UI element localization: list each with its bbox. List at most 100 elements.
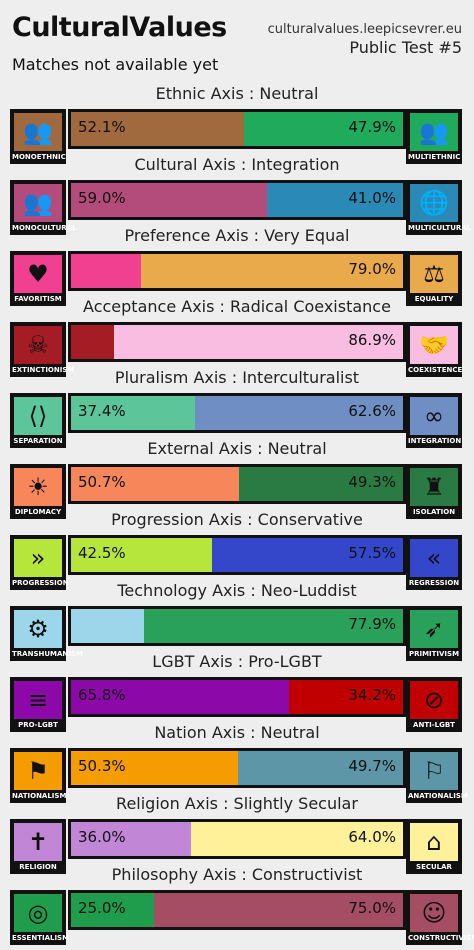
left-pole-label: PROGRESSION xyxy=(12,579,69,587)
left-percent: 65.8% xyxy=(78,686,126,704)
right-pole-label: INTEGRATION xyxy=(408,437,462,445)
right-pole-badge: « REGRESSION xyxy=(406,535,462,590)
bar-left-segment xyxy=(71,609,144,643)
axis-title: Acceptance Axis : Radical Coexistance xyxy=(83,297,391,316)
axis-row: Pluralism Axis : Interculturalist 37.4% 62… xyxy=(0,368,474,448)
right-pole-badge: ☺ CONSTRUCTIVISM xyxy=(406,890,474,945)
axis-title: Pluralism Axis : Interculturalist xyxy=(114,368,360,387)
right-pole-label: EQUALITY xyxy=(414,295,454,303)
right-pole-badge: ∞ INTEGRATION xyxy=(406,393,462,448)
axis-title: LGBT Axis : Pro-LGBT xyxy=(152,652,322,671)
robot-arm-icon: ⚙ xyxy=(27,615,49,643)
globe-crowd-icon: 🌐 xyxy=(419,189,449,217)
right-pole-badge: ➶ PRIMITIVISM xyxy=(406,606,462,661)
axis-bar: 25.0% 75.0% xyxy=(68,890,406,930)
bar-left-segment xyxy=(71,751,238,785)
page-subtitle: Matches not available yet xyxy=(12,55,219,74)
bar-left-segment xyxy=(71,467,239,501)
axis-title: Cultural Axis : Integration xyxy=(134,155,340,174)
bar-right-segment xyxy=(191,822,403,856)
axis-row: Philosophy Axis : Constructivist 25.0% 75.… xyxy=(0,865,474,945)
left-pole-label: TRANSHUMANISM xyxy=(12,650,83,658)
right-pole-label: MULTIETHNIC xyxy=(408,153,461,161)
left-pole-label: MONOCULTURAL xyxy=(12,224,77,232)
bar-left-segment xyxy=(71,254,141,288)
left-pole-label: SEPARATION xyxy=(13,437,63,445)
left-percent: 59.0% xyxy=(78,189,126,207)
wave-flag-icon: ⚐ xyxy=(423,757,445,785)
axis-bar: 50.3% 49.7% xyxy=(68,748,406,788)
left-pole-badge: 👥 MONOETHNIC xyxy=(10,109,66,164)
government-building-icon: ⌂ xyxy=(426,828,442,856)
globe-icon: ◎ xyxy=(27,899,49,927)
equal-people-icon: ⚖ xyxy=(423,260,445,288)
left-pole-label: RELIGION xyxy=(19,863,57,871)
right-pole-label: REGRESSION xyxy=(408,579,460,587)
right-pole-badge: ⊘ ANTI-LGBT xyxy=(406,677,462,732)
left-pole-label: NATIONALISM xyxy=(12,792,67,800)
left-pole-badge: ♥ FAVORITISM xyxy=(10,251,66,306)
axis-bar: 59.0% 41.0% xyxy=(68,180,406,220)
axis-row: Acceptance Axis : Radical Coexistance 86.… xyxy=(0,297,474,377)
axis-row: External Axis : Neutral 50.7% 49.3% ☀ DIPLOM… xyxy=(0,439,474,519)
bar-left-segment xyxy=(71,396,195,430)
right-pole-label: ANTI-LGBT xyxy=(413,721,455,729)
axis-row: Technology Axis : Neo-Luddist 77.9% ⚙ TRANS… xyxy=(0,581,474,661)
left-pole-badge: ☀ DIPLOMACY xyxy=(10,464,66,519)
right-pole-badge: ⚖ EQUALITY xyxy=(406,251,462,306)
bar-left-segment xyxy=(71,325,114,359)
axis-title: Technology Axis : Neo-Luddist xyxy=(117,581,357,600)
left-pole-badge: ☠ EXTINCTIONISM xyxy=(10,322,74,377)
bar-right-segment xyxy=(239,467,403,501)
left-pole-badge: ≡ PRO-LGBT xyxy=(10,677,66,732)
left-pole-badge: » PROGRESSION xyxy=(10,535,69,590)
axis-row: Religion Axis : Slightly Secular 36.0% 64.… xyxy=(0,794,474,874)
right-pole-label: ANATIONALISM xyxy=(408,792,468,800)
bar-left-segment xyxy=(71,183,267,217)
right-pole-badge: ⚐ ANATIONALISM xyxy=(406,748,468,803)
left-pole-badge: ⟨⟩ SEPARATION xyxy=(10,393,66,448)
bar-left-segment xyxy=(71,680,289,714)
axis-title: Nation Axis : Neutral xyxy=(154,723,320,742)
axis-row: Nation Axis : Neutral 50.3% 49.7% ⚑ NATIONAL… xyxy=(0,723,474,803)
right-pole-badge: 🌐 MULTICULTURAL xyxy=(406,180,471,235)
separated-people-icon: ⟨⟩ xyxy=(28,402,48,430)
spear-icon: ➶ xyxy=(423,615,445,643)
group-icon: 👥 xyxy=(23,118,53,146)
axis-bar: 79.0% xyxy=(68,251,406,291)
right-percent: 86.9% xyxy=(348,331,396,349)
axis-title: Religion Axis : Slightly Secular xyxy=(116,794,358,813)
right-percent: 64.0% xyxy=(348,828,396,846)
axis-bar: 65.8% 34.2% xyxy=(68,677,406,717)
test-label: Public Test #5 xyxy=(349,38,462,57)
axis-bar: 50.7% 49.3% xyxy=(68,464,406,504)
right-pole-badge: 🤝 COEXISTENCE xyxy=(406,322,462,377)
diverse-group-icon: 👥 xyxy=(419,118,449,146)
right-percent: 79.0% xyxy=(348,260,396,278)
axis-bar: 36.0% 64.0% xyxy=(68,819,406,859)
left-pole-label: ESSENTIALISM xyxy=(12,934,70,942)
castle-icon: ♜ xyxy=(423,473,445,501)
right-pole-label: PRIMITIVISM xyxy=(408,650,460,658)
bar-right-segment xyxy=(114,325,403,359)
axis-row: LGBT Axis : Pro-LGBT 65.8% 34.2% ≡ PRO-LGBT ⊘… xyxy=(0,652,474,732)
right-percent: 75.0% xyxy=(348,899,396,917)
axis-row: Preference Axis : Very Equal 79.0% ♥ FAVORI… xyxy=(0,226,474,306)
bar-right-segment xyxy=(244,112,403,146)
left-pole-badge: ✝ RELIGION xyxy=(10,819,66,874)
flag-icon: ⚑ xyxy=(27,757,49,785)
left-pole-badge: ⚙ TRANSHUMANISM xyxy=(10,606,83,661)
axis-row: Cultural Axis : Integration 59.0% 41.0% 👥 MO… xyxy=(0,155,474,235)
right-pole-label: ISOLATION xyxy=(412,508,456,516)
axis-title: External Axis : Neutral xyxy=(147,439,327,458)
bar-right-segment xyxy=(267,183,403,217)
right-percent: 34.2% xyxy=(348,686,396,704)
handshake-icon: 🤝 xyxy=(419,331,449,359)
crossed-flag-icon: ⊘ xyxy=(423,686,445,714)
left-pole-badge: ◎ ESSENTIALISM xyxy=(10,890,70,945)
axis-bar: 52.1% 47.9% xyxy=(68,109,406,149)
axis-title: Preference Axis : Very Equal xyxy=(124,226,350,245)
bar-left-segment xyxy=(71,893,154,927)
axis-title: Ethnic Axis : Neutral xyxy=(155,84,319,103)
axis-bar: 37.4% 62.6% xyxy=(68,393,406,433)
